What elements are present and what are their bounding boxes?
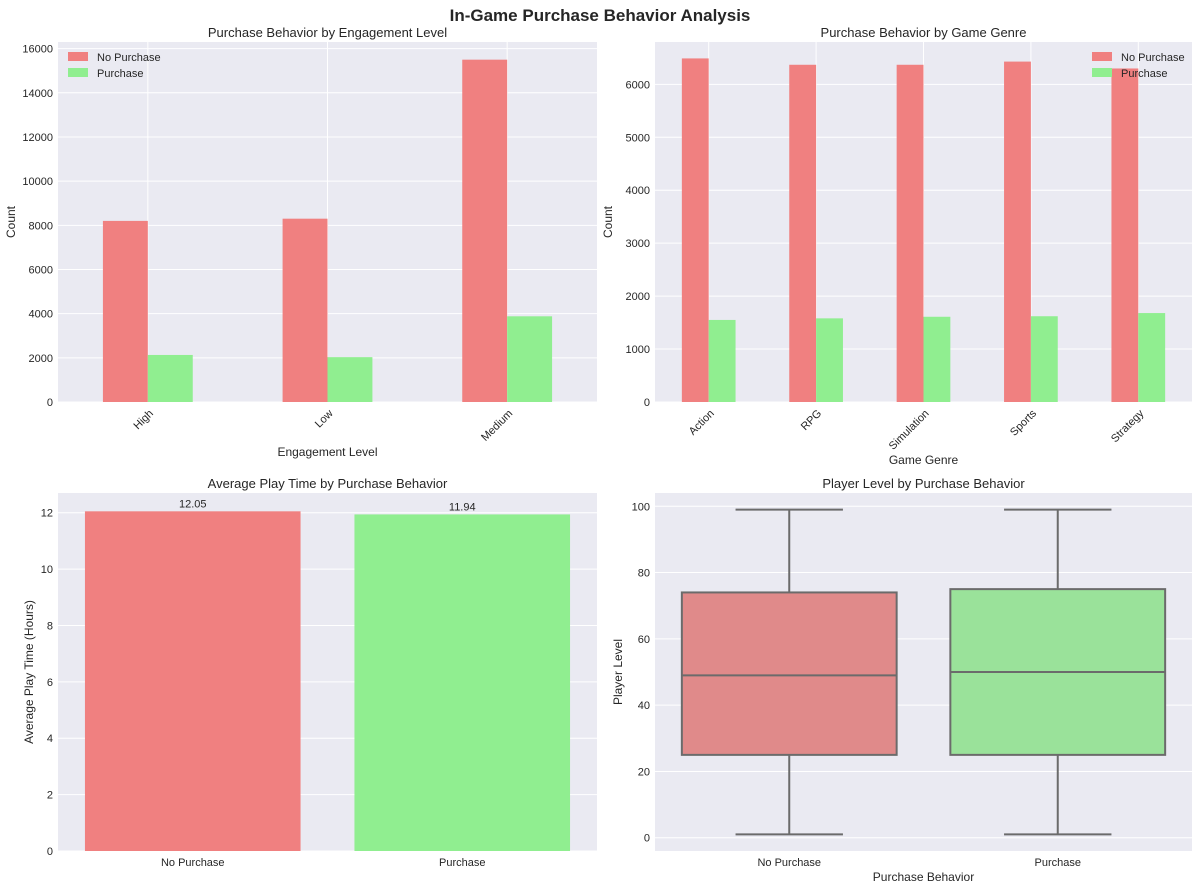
engagement-x-tick-label: High <box>131 408 155 432</box>
charts-container: Purchase Behavior by Engagement Level020… <box>4 25 1192 884</box>
engagement-bar-purchase <box>327 357 373 402</box>
engagement-y-tick-label: 2000 <box>29 353 53 365</box>
genre-y-tick-label: 0 <box>644 397 650 409</box>
level-x-tick-label: Purchase <box>1035 857 1081 869</box>
level-box <box>680 508 898 836</box>
genre-y-axis-label: Count <box>601 205 615 238</box>
engagement-x-tick-label: Medium <box>479 408 515 444</box>
genre-chart: Purchase Behavior by Game Genre 0 1000 2000… <box>601 25 1192 467</box>
level-chart: Player Level by Purchase Behavior 0 20 40 60… <box>611 476 1192 884</box>
genre-y-tick-label: 5000 <box>626 132 650 144</box>
level-y-tick-label: 80 <box>638 568 650 580</box>
playtime-data-label: 11.94 <box>449 501 476 513</box>
engagement-y-tick-label: 8000 <box>29 220 53 232</box>
engagement-y-tick-label: 0 <box>47 397 53 409</box>
engagement-bar-no-purchase <box>462 59 508 403</box>
engagement-y-tick-label: 6000 <box>29 264 53 276</box>
legend-label: No Purchase <box>97 52 161 64</box>
genre-x-tick-label: Strategy <box>1109 407 1147 445</box>
engagement-y-tick-label: 12000 <box>22 132 53 144</box>
genre-bar-no-purchase <box>1004 61 1031 403</box>
playtime-x-tick-label: Purchase <box>439 857 485 869</box>
genre-bar-purchase <box>1030 316 1058 402</box>
level-y-tick-label: 20 <box>638 766 650 778</box>
playtime-chart: Average Play Time by Purchase Behavior 0 2… <box>22 476 597 869</box>
genre-bar-purchase <box>923 316 951 402</box>
engagement-y-tick-label: 16000 <box>22 44 53 56</box>
engagement-y-tick-label: 4000 <box>29 309 53 321</box>
playtime-y-tick-label: 4 <box>47 733 53 745</box>
level-x-axis-label: Purchase Behavior <box>873 870 974 884</box>
box-iqr <box>680 591 898 756</box>
level-title: Player Level by Purchase Behavior <box>822 476 1025 491</box>
genre-x-tick-label: Action <box>687 408 717 438</box>
legend-swatch <box>1092 52 1112 61</box>
genre-x-tick-label: Simulation <box>887 408 932 453</box>
engagement-bar-purchase <box>507 316 553 402</box>
level-x-tick-label: No Purchase <box>757 857 821 869</box>
engagement-legend: No Purchase Purchase <box>68 52 161 80</box>
genre-y-tick-label: 3000 <box>626 238 650 250</box>
legend-swatch <box>1092 68 1112 77</box>
level-y-tick-label: 0 <box>644 833 650 845</box>
engagement-chart: Purchase Behavior by Engagement Level 0 20… <box>4 25 597 459</box>
genre-bar-no-purchase <box>681 58 709 402</box>
playtime-y-tick-label: 10 <box>41 564 53 576</box>
engagement-bar-no-purchase <box>282 218 328 402</box>
genre-y-tick-label: 4000 <box>626 185 650 197</box>
genre-bar-no-purchase <box>789 64 817 402</box>
genre-title: Purchase Behavior by Game Genre <box>821 25 1027 40</box>
engagement-y-tick-label: 14000 <box>22 88 53 100</box>
legend-swatch <box>68 52 88 61</box>
genre-y-tick-label: 1000 <box>626 344 650 356</box>
legend-label: Purchase <box>1121 68 1167 80</box>
genre-y-tick-label: 6000 <box>626 79 650 91</box>
legend-label: Purchase <box>97 68 143 80</box>
genre-bar-purchase <box>816 318 843 402</box>
playtime-x-tick-label: No Purchase <box>161 857 225 869</box>
legend-label: No Purchase <box>1121 52 1185 64</box>
playtime-y-tick-label: 12 <box>41 508 53 520</box>
engagement-bar-purchase <box>147 354 193 402</box>
playtime-data-label: 12.05 <box>179 498 207 510</box>
playtime-y-tick-label: 0 <box>47 846 53 858</box>
engagement-bar-no-purchase <box>102 220 148 402</box>
playtime-title: Average Play Time by Purchase Behavior <box>208 476 448 491</box>
engagement-y-axis-label: Count <box>4 205 18 238</box>
level-y-tick-label: 40 <box>638 700 650 712</box>
playtime-y-tick-label: 6 <box>47 677 53 689</box>
figure-title: In-Game Purchase Behavior Analysis <box>450 6 751 25</box>
level-y-axis-label: Player Level <box>611 639 625 705</box>
genre-bar-no-purchase <box>1111 68 1139 403</box>
level-box <box>949 508 1167 836</box>
engagement-x-tick-label: Low <box>313 408 336 431</box>
engagement-x-axis-label: Engagement Level <box>277 445 377 459</box>
engagement-y-tick-label: 10000 <box>22 176 53 188</box>
genre-x-axis-label: Game Genre <box>889 453 959 467</box>
genre-x-tick-label: Sports <box>1008 407 1039 438</box>
level-y-tick-label: 60 <box>638 634 650 646</box>
playtime-y-axis-label: Average Play Time (Hours) <box>22 600 36 744</box>
playtime-bar <box>84 511 301 851</box>
genre-bar-purchase <box>1138 313 1166 402</box>
genre-bar-purchase <box>708 319 736 402</box>
legend-swatch <box>68 68 88 77</box>
genre-y-tick-label: 2000 <box>626 291 650 303</box>
level-y-tick-label: 100 <box>632 501 650 513</box>
playtime-y-tick-label: 8 <box>47 620 53 632</box>
playtime-y-tick-label: 2 <box>47 790 53 802</box>
genre-x-tick-label: RPG <box>799 408 824 433</box>
playtime-bar <box>354 514 571 851</box>
genre-legend: No Purchase Purchase <box>1092 52 1185 80</box>
genre-bar-no-purchase <box>896 64 924 402</box>
engagement-title: Purchase Behavior by Engagement Level <box>208 25 447 40</box>
